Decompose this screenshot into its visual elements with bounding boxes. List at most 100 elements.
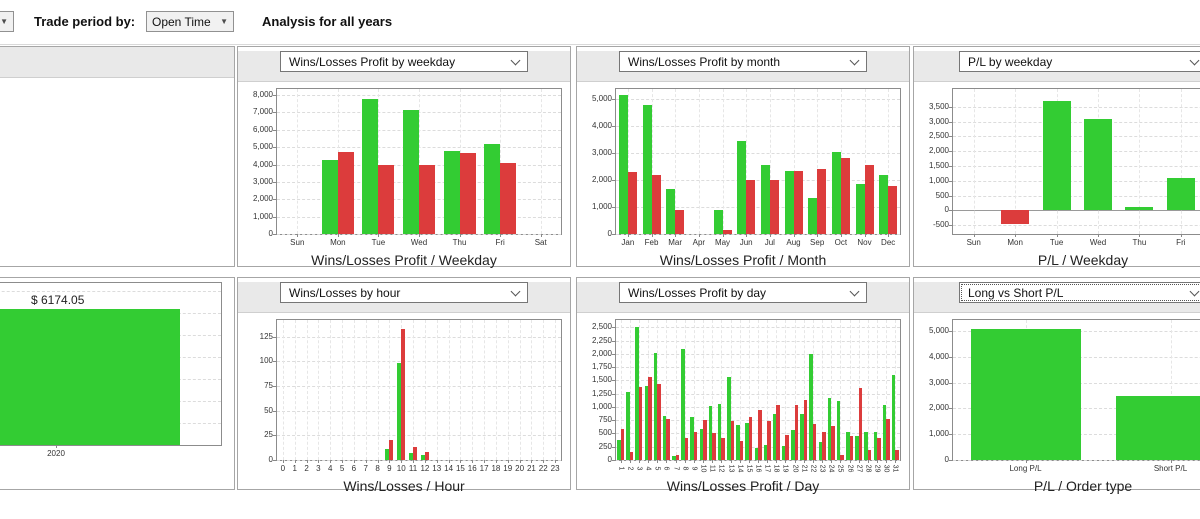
- trade-period-value: Open Time: [152, 14, 211, 29]
- x-tick-label: 14: [736, 464, 744, 473]
- y-tick: [612, 340, 616, 342]
- x-tick: [555, 460, 557, 463]
- chart-title: P/L / Order type: [1033, 478, 1133, 494]
- gridline-vertical: [840, 320, 842, 460]
- y-tick-label: 0: [607, 229, 612, 238]
- chart-type-select[interactable]: Long vs Short P/L: [959, 282, 1200, 303]
- x-tick: [730, 460, 732, 463]
- y-tick: [949, 460, 953, 461]
- gridline-vertical: [651, 89, 653, 234]
- y-tick-label: 1,000: [252, 211, 273, 221]
- gridline-vertical: [460, 320, 462, 460]
- x-tick: [703, 460, 705, 463]
- bar-win: [769, 180, 779, 234]
- x-tick-label: 19: [781, 464, 789, 473]
- x-tick-label: Mar: [668, 238, 683, 247]
- bar-win: [722, 229, 732, 234]
- x-tick-label: 12: [717, 464, 725, 473]
- x-tick-label: 10: [396, 464, 406, 473]
- y-tick-label: 25: [264, 430, 273, 440]
- y-tick-label: 1,750: [591, 362, 612, 372]
- weekday-profit-chart: 0 1,000 2,000 3,000 4,000 5,000 6,000 7,000 8,00…: [238, 88, 570, 268]
- x-tick-label: Wed: [410, 238, 428, 247]
- gridline: [277, 460, 561, 461]
- gridline-vertical: [531, 320, 533, 460]
- bar-win: [699, 428, 704, 460]
- bar-win: [840, 157, 850, 234]
- bar-win: [760, 165, 770, 234]
- gridline-vertical: [722, 89, 724, 234]
- bar-win: [635, 327, 639, 460]
- x-tick: [748, 460, 750, 463]
- y-tick: [273, 147, 277, 149]
- bar-win: [648, 376, 652, 460]
- x-tick: [377, 460, 379, 463]
- bar-win: [717, 404, 722, 460]
- gridline-vertical: [297, 89, 299, 234]
- bar-win: [803, 399, 808, 460]
- x-tick-label: 13: [727, 464, 735, 473]
- gridline-vertical: [1170, 320, 1172, 460]
- bar-win: [970, 328, 1081, 460]
- y-tick: [273, 234, 277, 235]
- chevron-down-icon: [510, 286, 521, 296]
- gridline-vertical: [886, 320, 888, 460]
- y-tick-label: 1,000: [591, 401, 612, 411]
- y-tick: [612, 367, 616, 369]
- gridline-vertical: [721, 320, 723, 460]
- x-tick-label: Nov: [857, 238, 872, 247]
- trade-period-select[interactable]: Open Time ▼: [146, 11, 234, 32]
- bar-win: [867, 449, 872, 460]
- symbol-select[interactable]: ▼: [0, 11, 14, 32]
- y-tick-label: 5,000: [591, 94, 612, 104]
- x-tick: [459, 234, 461, 237]
- long-short-chart: 0 1,000 2,000 3,000 4,000 5,000 Long P/L Short …: [914, 319, 1200, 494]
- y-tick: [949, 165, 953, 167]
- x-tick: [746, 234, 748, 237]
- x-tick: [849, 460, 851, 463]
- bar-win: [443, 150, 460, 234]
- panel-header: [0, 47, 234, 78]
- x-tick-label: 6: [662, 466, 670, 471]
- x-tick-label: 15: [455, 464, 465, 473]
- x-tick: [484, 460, 486, 463]
- y-tick-label: 3,000: [928, 377, 949, 387]
- x-tick-label: 16: [754, 464, 762, 473]
- x-tick-label: 24: [827, 464, 835, 473]
- chart-type-select[interactable]: P/L by weekday: [959, 51, 1200, 72]
- x-tick-label: Jul: [764, 238, 775, 247]
- gridline-vertical: [831, 320, 833, 460]
- chart-type-select[interactable]: Wins/Losses Profit by day: [619, 282, 867, 303]
- y-tick-label: 1,500: [591, 375, 612, 385]
- y-tick-label: 0: [944, 205, 949, 215]
- x-tick: [353, 460, 355, 463]
- x-tick-label: 2: [626, 466, 634, 471]
- y-tick: [612, 420, 616, 422]
- x-tick-label: 18: [491, 464, 501, 473]
- chart-type-select[interactable]: Wins/Losses Profit by weekday: [280, 51, 528, 72]
- bar-win: [657, 384, 661, 460]
- gridline-vertical: [684, 320, 686, 460]
- x-tick: [888, 234, 890, 237]
- x-tick-label: Thu: [452, 238, 467, 247]
- x-tick-label: Tue: [1049, 238, 1064, 247]
- x-tick: [1025, 460, 1027, 463]
- gridline-vertical: [849, 320, 851, 460]
- chevron-down-icon: [1189, 286, 1200, 296]
- gridline-vertical: [472, 320, 474, 460]
- x-tick: [817, 234, 819, 237]
- bar-win: [1042, 100, 1071, 211]
- x-tick-label: 0: [280, 464, 286, 473]
- bar-win: [424, 452, 429, 460]
- chart-type-select[interactable]: Wins/Losses by hour: [280, 282, 528, 303]
- gridline: [616, 234, 900, 235]
- bar-win: [337, 152, 354, 234]
- x-tick-label: 2020: [47, 449, 65, 458]
- dropdown-arrow-icon: ▼: [0, 17, 8, 26]
- chart-type-select[interactable]: Wins/Losses Profit by month: [619, 51, 867, 72]
- x-tick: [472, 460, 474, 463]
- gridline-vertical: [698, 89, 700, 234]
- y-tick-label: 2,000: [928, 403, 949, 413]
- y-tick: [949, 106, 953, 108]
- y-tick: [273, 216, 277, 218]
